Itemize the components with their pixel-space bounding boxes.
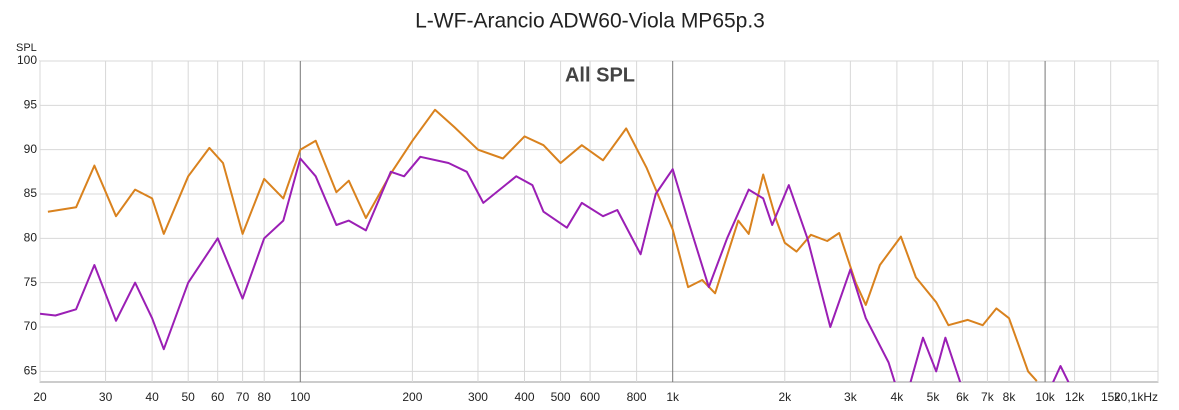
y-tick-label: 100 bbox=[17, 53, 37, 67]
y-tick-label: 65 bbox=[24, 364, 38, 378]
x-tick-label: 80 bbox=[258, 390, 272, 404]
x-tick-label: 1k bbox=[666, 390, 680, 404]
x-tick-label: 500 bbox=[551, 390, 571, 404]
x-tick-label: 4k bbox=[891, 390, 905, 404]
x-tick-label: 100 bbox=[290, 390, 310, 404]
x-tick-label: 400 bbox=[514, 390, 534, 404]
series-line bbox=[47, 108, 1038, 382]
y-axis-label: SPL bbox=[16, 42, 37, 54]
series-group bbox=[40, 108, 1070, 382]
x-tick-label: 600 bbox=[580, 390, 600, 404]
x-tick-label: 30 bbox=[99, 390, 113, 404]
chart-title: L-WF-Arancio ADW60-Viola MP65p.3 bbox=[415, 10, 765, 33]
x-tick-label: 15k bbox=[1101, 390, 1121, 404]
x-tick-label: 3k bbox=[844, 390, 858, 404]
y-tick-label: 75 bbox=[24, 275, 38, 289]
x-tick-label: 800 bbox=[627, 390, 647, 404]
y-tick-label: 95 bbox=[24, 98, 38, 112]
x-tick-label: 5k bbox=[927, 390, 941, 404]
series-line bbox=[40, 155, 1070, 382]
y-tick-label: 90 bbox=[24, 142, 38, 156]
x-tick-label: 200 bbox=[402, 390, 422, 404]
x-tick-label: 300 bbox=[468, 390, 488, 404]
x-tick-label: 2k bbox=[778, 390, 792, 404]
x-tick-label: 20,1kHz bbox=[1114, 390, 1158, 404]
x-tick-label: 10k bbox=[1035, 390, 1055, 404]
x-tick-label: 8k bbox=[1003, 390, 1017, 404]
x-tick-label: 60 bbox=[211, 390, 225, 404]
x-tick-label: 12k bbox=[1065, 390, 1085, 404]
y-tick-label: 70 bbox=[24, 319, 38, 333]
x-tick-label: 50 bbox=[182, 390, 196, 404]
x-tick-label: 6k bbox=[956, 390, 970, 404]
x-tick-label: 40 bbox=[145, 390, 159, 404]
x-tick-label: 70 bbox=[236, 390, 250, 404]
annotation: All SPL bbox=[565, 64, 635, 86]
plot-area bbox=[39, 60, 1159, 383]
x-tick-label: 7k bbox=[981, 390, 995, 404]
y-tick-label: 80 bbox=[24, 231, 38, 245]
y-tick-label: 85 bbox=[24, 186, 38, 200]
x-tick-label: 20 bbox=[33, 390, 47, 404]
